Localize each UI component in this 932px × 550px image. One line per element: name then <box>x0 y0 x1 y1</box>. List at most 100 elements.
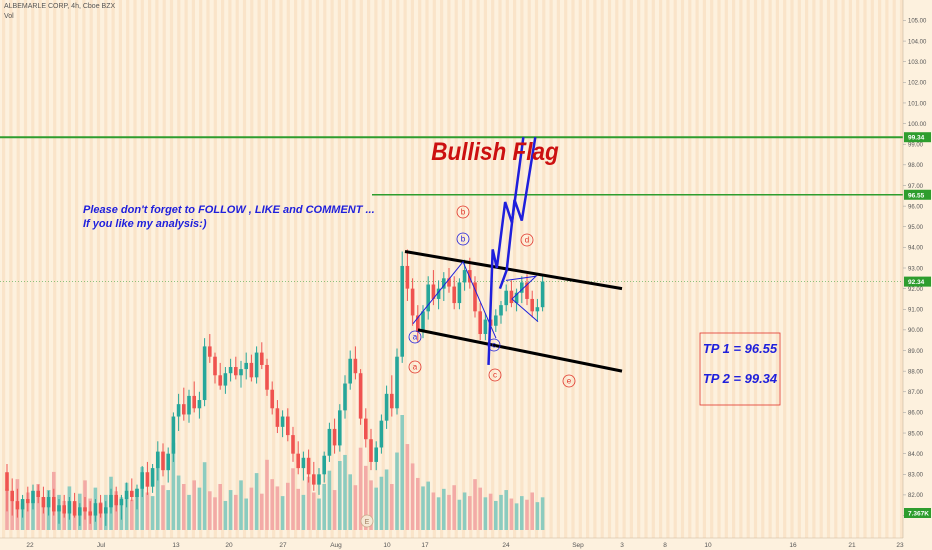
stripe <box>330 0 334 538</box>
volume-bar <box>327 470 332 530</box>
candle-body <box>171 416 176 454</box>
volume-bar <box>317 498 321 530</box>
price-tag-label: 96.55 <box>908 192 925 199</box>
stripe <box>82 0 86 538</box>
x-tick-label: 21 <box>848 542 856 549</box>
stripe <box>637 0 641 538</box>
candle-body <box>390 393 394 409</box>
candle-body <box>98 503 103 514</box>
candle-body <box>192 395 196 409</box>
candle <box>384 385 389 429</box>
candle <box>156 441 160 481</box>
volume-bar <box>379 476 384 530</box>
volume-bar <box>405 444 410 530</box>
volume-bar <box>150 496 155 530</box>
volume-bar <box>213 497 217 530</box>
x-tick-label: 20 <box>225 542 233 549</box>
candle-body <box>447 278 451 287</box>
wave-label-blue-c: c <box>487 338 501 352</box>
candle <box>535 298 540 322</box>
candle-body <box>494 315 498 326</box>
candle-body <box>36 490 40 497</box>
stripe <box>702 0 706 538</box>
x-axis-bg <box>0 538 932 550</box>
volume-bar <box>358 447 363 530</box>
volume-bar <box>31 499 35 530</box>
candle <box>239 360 243 388</box>
x-tick-label: 22 <box>26 542 34 549</box>
note-line-1: Please don't forget to FOLLOW , LIKE and… <box>83 204 375 216</box>
volume-bar <box>36 484 40 530</box>
y-tick-label: 98.00 <box>908 163 924 169</box>
stripe <box>819 0 823 538</box>
candle <box>150 463 155 493</box>
volume-bar <box>187 494 191 530</box>
stripe <box>60 0 64 538</box>
candle-body <box>124 490 129 500</box>
chart-header: ALBEMARLE CORP, 4h, Cboe BZX Vol <box>4 2 115 22</box>
x-tick-label: 3 <box>620 542 624 549</box>
volume-bar <box>130 499 134 530</box>
candle <box>140 466 144 497</box>
x-tick-label: 17 <box>421 542 429 549</box>
volume-bar <box>426 481 430 530</box>
stripe <box>75 0 79 538</box>
candle-body <box>364 418 368 440</box>
candle <box>41 486 46 514</box>
candle-body <box>104 507 108 514</box>
candle <box>15 488 20 518</box>
candle-body <box>140 472 144 489</box>
wave-circle <box>562 374 576 388</box>
candle <box>317 468 321 495</box>
candle <box>187 389 191 423</box>
stripe <box>23 0 28 538</box>
volume-bar <box>41 497 46 530</box>
stripe <box>264 0 268 538</box>
candle <box>5 463 9 512</box>
stripe <box>206 0 210 538</box>
candle <box>228 358 233 382</box>
stripe <box>133 0 137 538</box>
candle <box>176 393 181 431</box>
price-tag-label: 92.34 <box>908 279 925 286</box>
candle-body <box>530 298 534 312</box>
stripe <box>45 0 49 538</box>
stripe <box>96 0 101 538</box>
volume-bar <box>171 442 176 530</box>
candle <box>348 350 352 390</box>
candle <box>213 352 217 384</box>
wave-letter: c <box>492 341 496 350</box>
stripe <box>184 0 188 538</box>
candle <box>197 391 202 419</box>
candle-body <box>286 416 290 436</box>
candle <box>343 375 347 419</box>
stripe <box>476 0 480 538</box>
stripe <box>418 0 422 538</box>
flag-lower-line <box>417 328 623 373</box>
candle-body <box>31 490 35 504</box>
stripe <box>257 0 261 538</box>
candle-body <box>426 284 430 312</box>
stripe <box>732 0 736 538</box>
volume-bar <box>369 480 373 530</box>
candle-body <box>208 346 212 357</box>
stripe <box>38 0 42 538</box>
candle <box>109 488 113 514</box>
stripe <box>213 0 217 538</box>
candle <box>36 484 40 504</box>
candle <box>119 494 124 520</box>
x-axis: 22 Jul 13 20 27 Aug 10 17 24 Sep 3 8 10 16 21 23 <box>0 537 932 550</box>
stripe <box>863 0 867 538</box>
candle <box>483 313 488 341</box>
wave-letter: a <box>413 333 418 342</box>
volume-bar <box>436 497 441 530</box>
candle <box>88 501 92 524</box>
volume-bar <box>540 497 545 530</box>
candle-body <box>291 435 295 454</box>
volume-bar <box>202 462 207 530</box>
candle <box>234 356 238 380</box>
candle <box>114 486 118 512</box>
candle <box>358 369 363 425</box>
y-axis: 81.0082.0083.0084.0085.0086.0087.0088.00… <box>902 0 932 550</box>
